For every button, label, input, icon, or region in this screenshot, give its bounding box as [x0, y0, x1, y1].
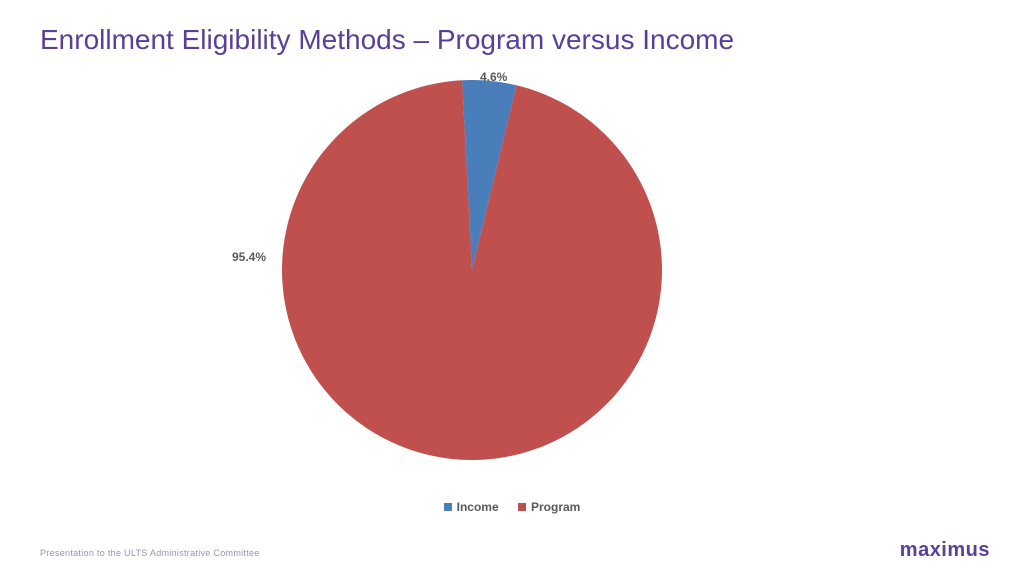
legend-swatch-income: [444, 503, 452, 511]
pie-chart: 4.6% 95.4% Income Program: [0, 70, 1024, 510]
legend-swatch-program: [518, 503, 526, 511]
pie-svg: [282, 80, 662, 460]
slice-label-program: 95.4%: [232, 250, 266, 264]
legend-label-program: Program: [531, 500, 580, 514]
page-title: Enrollment Eligibility Methods – Program…: [40, 24, 734, 56]
legend-label-income: Income: [457, 500, 499, 514]
legend-item-income: Income: [444, 500, 499, 514]
slide: Enrollment Eligibility Methods – Program…: [0, 0, 1024, 576]
brand-logo: maximus: [900, 539, 990, 562]
legend: Income Program: [0, 500, 1024, 514]
footer-text: Presentation to the ULTS Administrative …: [40, 548, 260, 558]
pie-wrap: [282, 80, 662, 460]
slice-label-income: 4.6%: [480, 70, 507, 84]
legend-item-program: Program: [518, 500, 580, 514]
